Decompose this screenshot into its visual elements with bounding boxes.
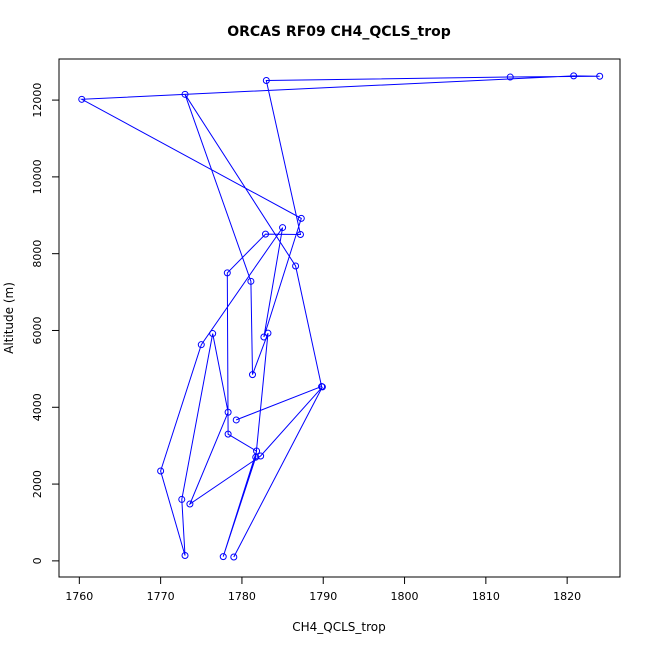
data-point — [78, 95, 86, 103]
data-point — [257, 452, 265, 460]
x-tick-label: 1800 — [391, 590, 419, 603]
data-point — [197, 341, 205, 349]
data-point — [596, 72, 604, 80]
data-point — [506, 73, 514, 81]
data-point — [181, 551, 189, 559]
plot-frame — [58, 58, 621, 578]
y-tick-label: 6000 — [31, 316, 44, 344]
data-point — [223, 269, 231, 277]
data-point — [279, 224, 287, 232]
data-point — [247, 277, 255, 285]
data-point — [186, 500, 194, 508]
data-point — [219, 553, 227, 561]
data-point — [292, 262, 300, 270]
x-tick-label: 1820 — [553, 590, 581, 603]
chart-title: ORCAS RF09 CH4_QCLS_trop — [227, 24, 451, 40]
y-tick-label: 8000 — [31, 240, 44, 268]
x-tick-label: 1760 — [65, 590, 93, 603]
x-tick-label: 1780 — [228, 590, 256, 603]
data-point — [296, 230, 304, 238]
data-point — [318, 383, 326, 391]
x-tick-label: 1790 — [309, 590, 337, 603]
y-tick-label: 12000 — [31, 83, 44, 118]
series-layer — [78, 72, 604, 561]
data-point — [249, 371, 257, 379]
data-point — [224, 408, 232, 416]
x-axis: 1760 1770 1780 1790 1800 1810 1820 — [65, 577, 581, 603]
y-tick-label: 0 — [31, 557, 44, 564]
y-tick-label: 10000 — [31, 159, 44, 194]
data-point — [157, 467, 165, 475]
x-tick-label: 1770 — [147, 590, 175, 603]
data-point — [262, 230, 270, 238]
data-point — [209, 330, 217, 338]
x-axis-label: CH4_QCLS_trop — [292, 620, 386, 634]
data-point — [262, 77, 270, 85]
data-point — [264, 329, 272, 337]
y-axis: 0 2000 4000 6000 8000 10000 12000 — [31, 83, 59, 564]
data-point — [178, 495, 186, 503]
series-line — [79, 75, 600, 558]
y-axis-label: Altitude (m) — [2, 282, 16, 354]
data-point — [260, 333, 268, 341]
y-tick-label: 2000 — [31, 470, 44, 498]
x-tick-label: 1810 — [472, 590, 500, 603]
data-point — [224, 430, 232, 438]
data-point — [570, 72, 578, 80]
data-point — [252, 453, 260, 461]
data-point — [297, 214, 305, 222]
data-point — [181, 90, 189, 98]
data-point — [232, 416, 240, 424]
data-point — [230, 553, 238, 561]
y-tick-label: 4000 — [31, 393, 44, 421]
